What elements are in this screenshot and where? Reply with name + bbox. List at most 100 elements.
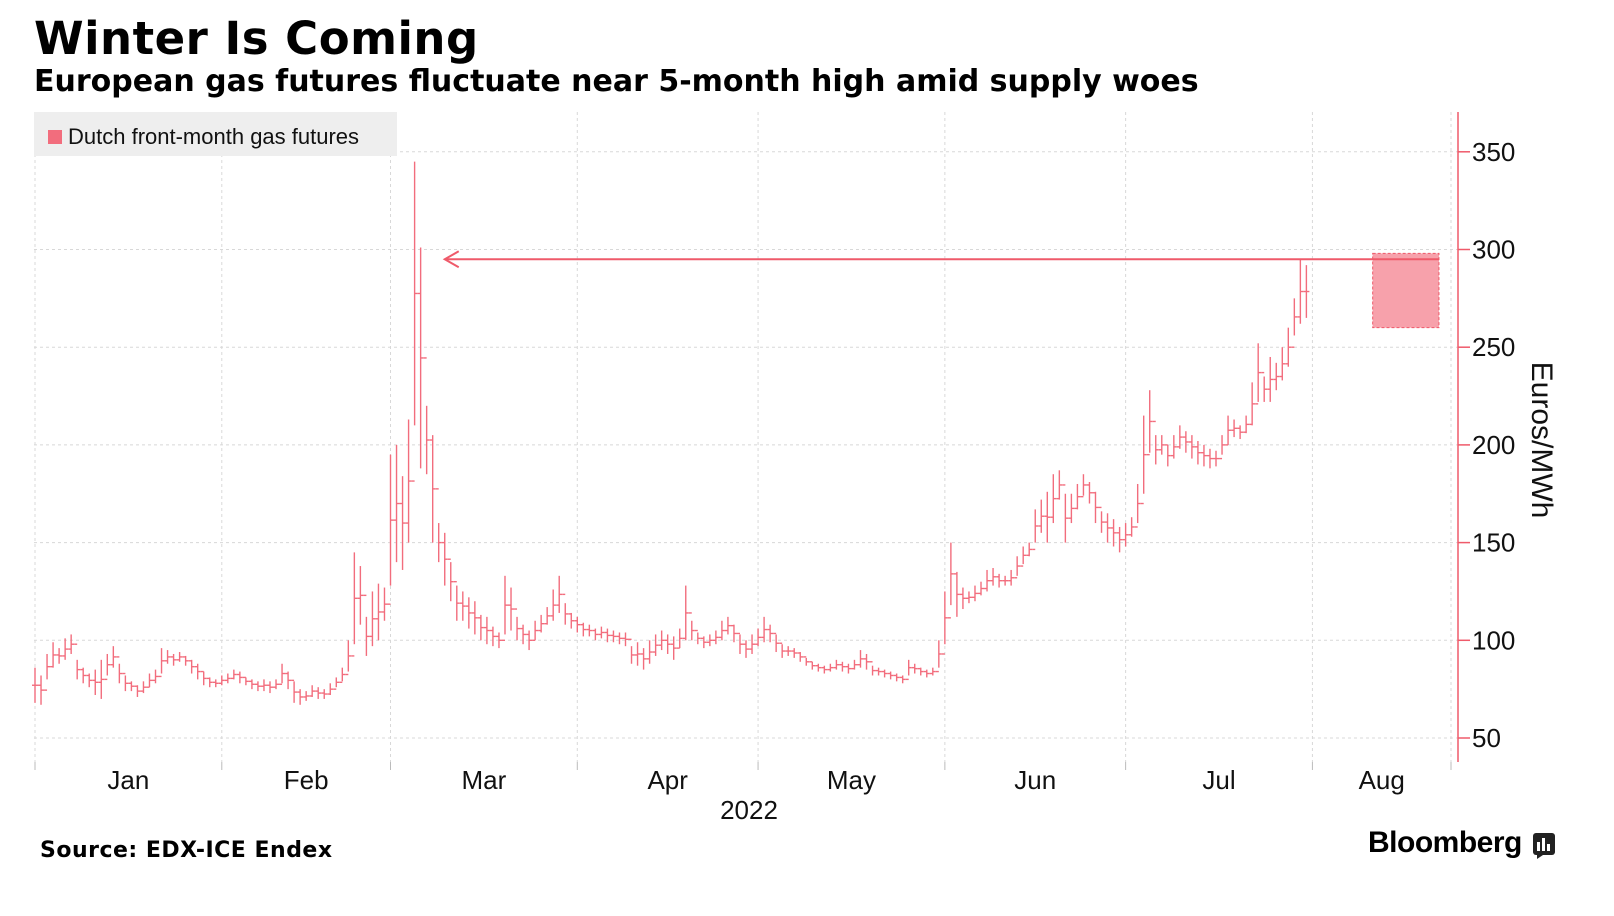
- price-bar: [1140, 415, 1147, 505]
- price-bar: [984, 569, 991, 592]
- price-bar: [1098, 506, 1105, 533]
- price-bar: [1188, 435, 1195, 459]
- price-bar: [863, 653, 870, 670]
- price-bar: [718, 620, 725, 641]
- price-bar: [381, 587, 388, 621]
- price-bar: [670, 636, 677, 660]
- price-bar: [1026, 542, 1033, 557]
- highlight-rect: [1372, 252, 1440, 329]
- price-bar: [327, 683, 334, 696]
- price-bar: [363, 594, 370, 656]
- price-bar: [562, 593, 569, 625]
- chart-subtitle: European gas futures fluctuate near 5-mo…: [34, 64, 1199, 99]
- price-bar: [387, 454, 394, 605]
- price-bar: [965, 591, 972, 604]
- price-bar: [652, 634, 659, 656]
- price-bar: [369, 591, 376, 647]
- y-axis: 50 100 150 200 250 300 350: [1457, 112, 1515, 762]
- x-tick-label: Feb: [284, 765, 329, 795]
- price-bar: [339, 667, 346, 684]
- price-bar: [74, 643, 81, 680]
- price-bar: [749, 634, 756, 654]
- price-bar: [411, 161, 418, 482]
- price-bar: [538, 614, 545, 633]
- price-bar: [514, 608, 521, 641]
- price-bar: [182, 655, 189, 666]
- price-bar: [194, 663, 201, 680]
- annotation-arrow: [442, 250, 1439, 269]
- price-bar: [1194, 440, 1201, 465]
- price-bar: [1237, 425, 1244, 440]
- price-bar: [230, 669, 237, 680]
- price-bar: [1002, 575, 1009, 586]
- price-bar: [315, 687, 322, 699]
- price-bar: [990, 568, 997, 586]
- price-bar: [767, 624, 774, 643]
- price-bar: [1255, 343, 1262, 405]
- price-bar: [1206, 448, 1213, 469]
- price-bar: [1164, 444, 1171, 467]
- price-bar: [833, 659, 840, 670]
- y-axis-title: Euros/MWh: [1525, 362, 1558, 519]
- price-bar: [152, 669, 159, 684]
- bloomberg-logo-icon: [1533, 833, 1555, 859]
- price-bar: [1267, 356, 1274, 402]
- price-bar: [164, 650, 171, 664]
- x-tick-label: May: [827, 765, 876, 795]
- price-bar: [38, 675, 45, 705]
- price-bar: [459, 591, 466, 621]
- price-bar: [1231, 419, 1238, 438]
- price-bar: [471, 601, 478, 635]
- price-bar: [730, 624, 737, 643]
- price-bar: [978, 581, 985, 596]
- price-bar: [887, 671, 894, 680]
- price-bar: [935, 640, 942, 673]
- price-bar: [947, 542, 954, 619]
- price-bar: [260, 679, 267, 692]
- legend-background: [34, 112, 397, 156]
- price-bar: [447, 558, 454, 602]
- price-bar: [116, 656, 123, 684]
- y-tick-label: 100: [1472, 625, 1515, 655]
- price-bar: [736, 632, 743, 654]
- price-bar: [248, 679, 255, 690]
- price-bar: [1285, 327, 1292, 367]
- price-bar: [170, 653, 177, 666]
- price-bar: [176, 652, 183, 662]
- price-bar: [224, 673, 231, 684]
- grid-lines: [34, 112, 1458, 762]
- price-bar: [1014, 556, 1021, 579]
- price-bar: [1273, 362, 1280, 391]
- price-bar: [453, 580, 460, 621]
- price-bar: [417, 247, 424, 469]
- price-bar: [1080, 474, 1087, 498]
- price-bar: [580, 622, 587, 637]
- price-bar: [393, 444, 400, 563]
- price-bar: [923, 669, 930, 678]
- price-bar: [700, 636, 707, 649]
- x-tick-label: Apr: [647, 765, 688, 795]
- price-bar: [104, 653, 111, 681]
- y-tick-label: 200: [1472, 430, 1515, 460]
- price-bar: [1020, 546, 1027, 567]
- price-bar: [279, 663, 286, 685]
- price-bar: [1176, 425, 1183, 449]
- price-bar: [273, 679, 280, 690]
- price-bar: [586, 624, 593, 637]
- price-bar: [375, 583, 382, 641]
- price-bar: [218, 675, 225, 686]
- price-bar: [62, 638, 69, 660]
- price-bar: [1032, 509, 1039, 551]
- price-bar: [598, 626, 605, 639]
- price-bar: [212, 679, 219, 688]
- price-bar: [724, 616, 731, 635]
- price-bar: [1213, 450, 1220, 467]
- price-bar: [803, 656, 810, 666]
- price-bar: [508, 587, 515, 631]
- price-bar: [929, 667, 936, 676]
- price-bar: [610, 630, 617, 643]
- price-bar: [200, 670, 207, 686]
- price-bar: [32, 667, 38, 703]
- price-bar: [266, 681, 273, 694]
